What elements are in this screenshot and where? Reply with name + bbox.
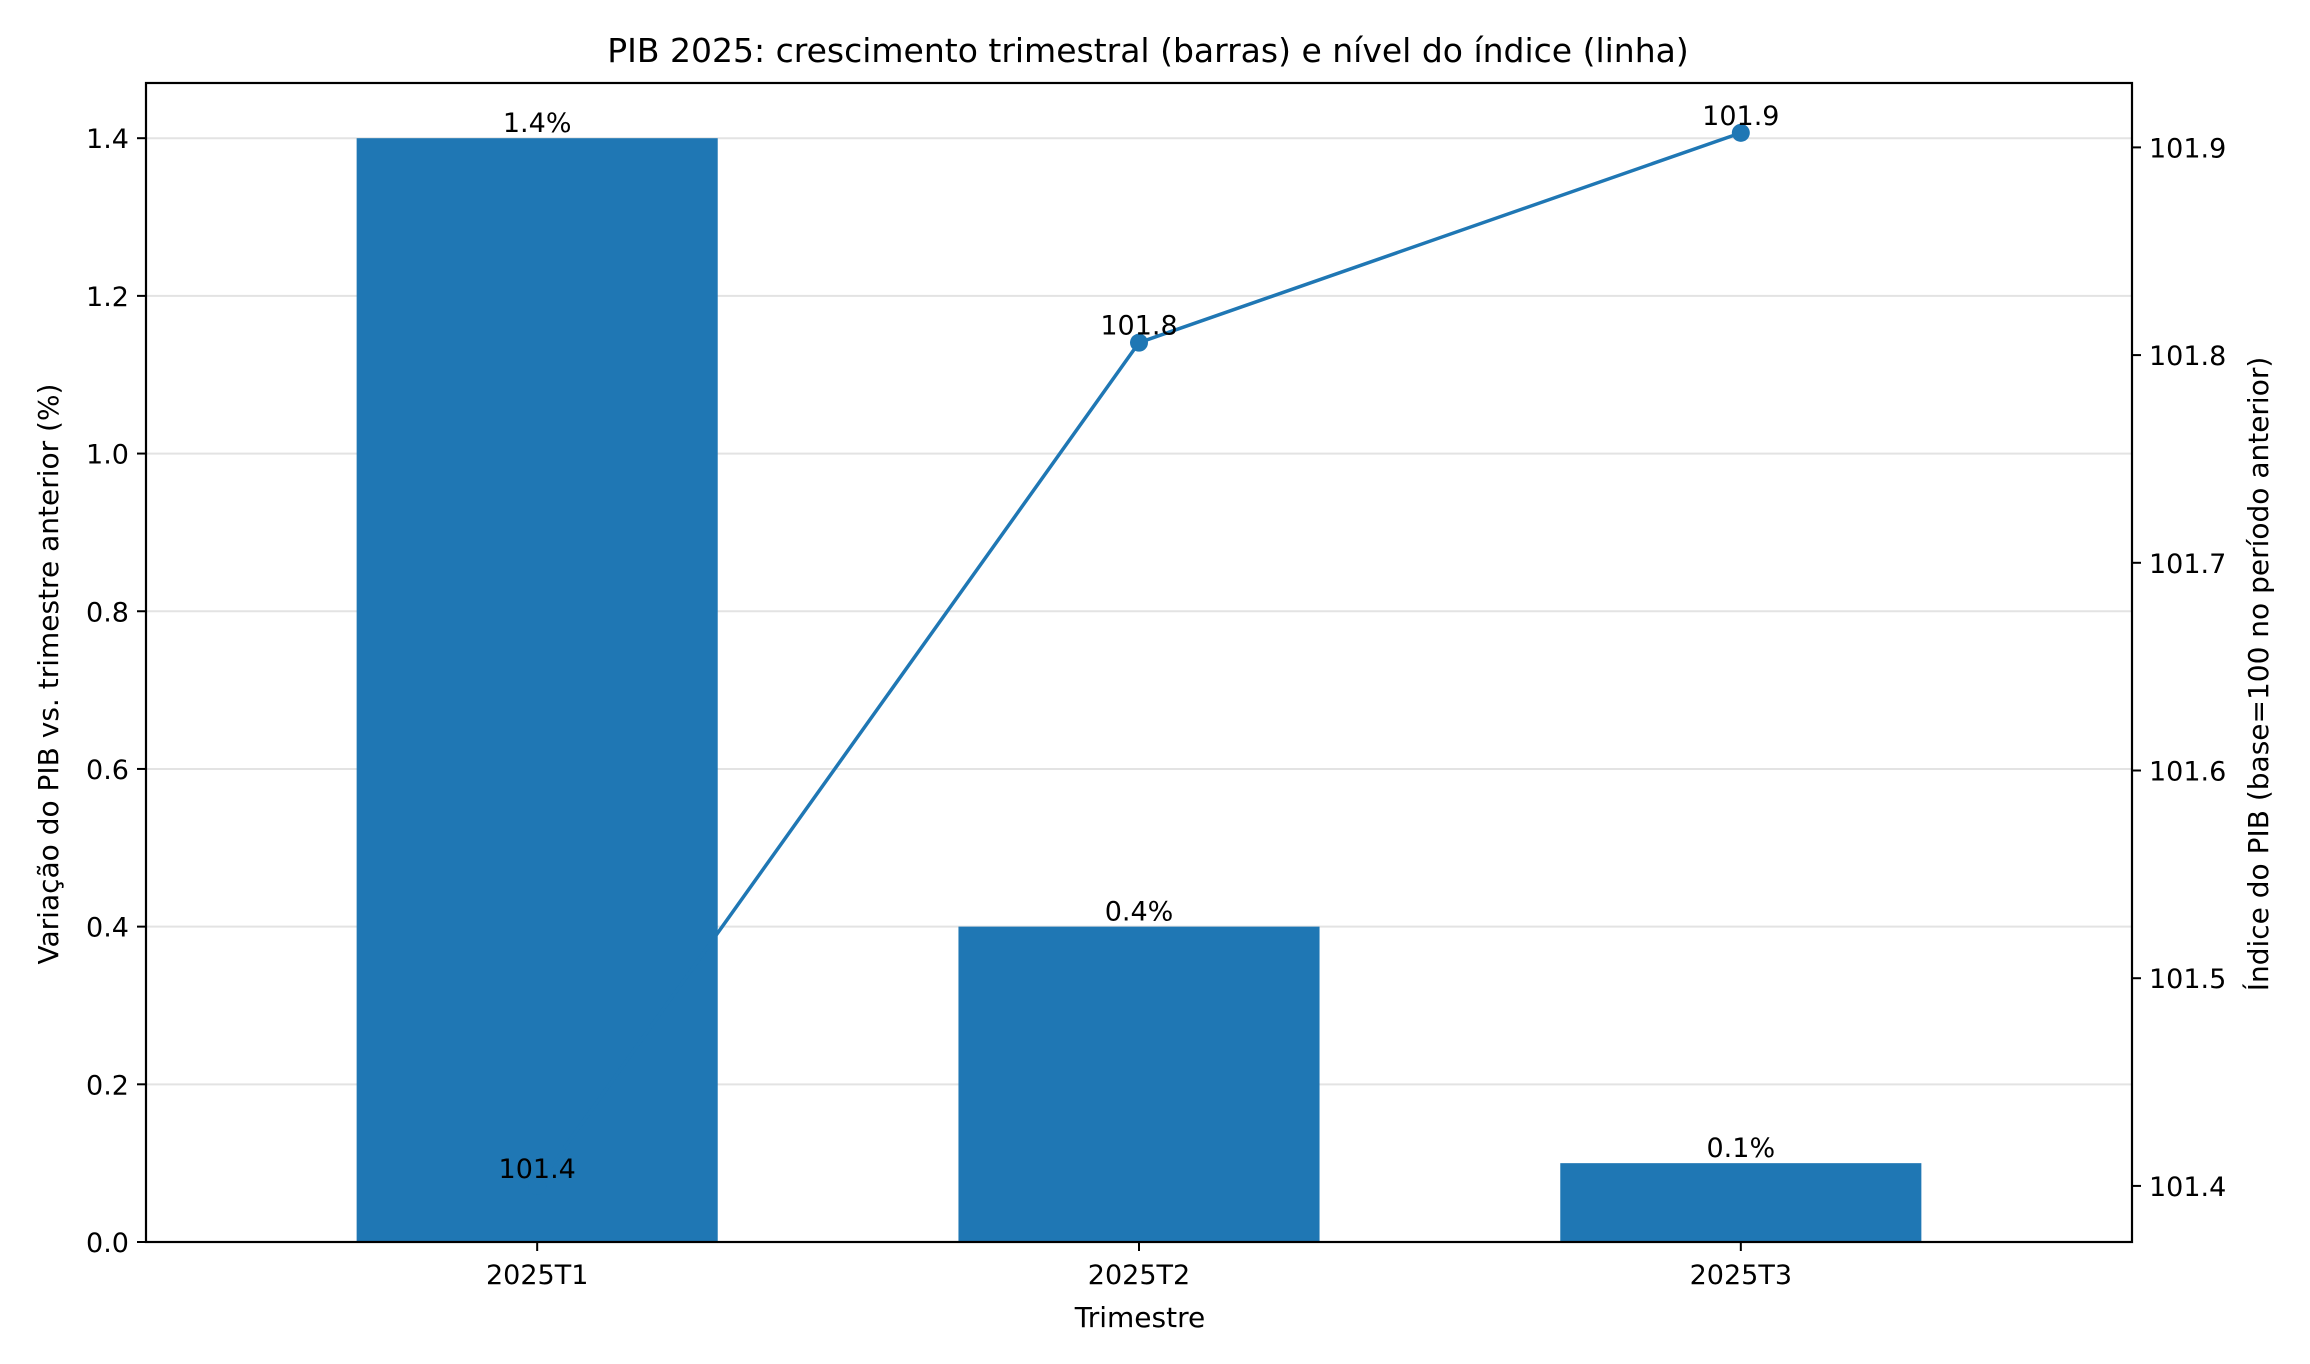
y2-tick-label: 101.5 — [2149, 964, 2226, 995]
y-axis-left: 0.0 0.2 0.4 0.6 0.8 1.0 1.2 1.4 — [86, 124, 146, 1259]
bar — [1560, 1163, 1922, 1242]
line-point — [1130, 333, 1148, 352]
y-tick-label: 0.6 — [86, 755, 129, 786]
y-tick-label: 0.0 — [86, 1228, 129, 1259]
y-axis-right: 101.4 101.5 101.6 101.7 101.8 101.9 — [2132, 133, 2226, 1203]
bar — [356, 138, 718, 1243]
data-labels: 1.4% 0.4% 0.1% 101.4 101.8 101.9 — [499, 101, 1780, 1185]
bar-value-label: 0.1% — [1707, 1133, 1776, 1164]
y-tick-label: 1.0 — [86, 440, 129, 471]
line-series — [528, 123, 1750, 1195]
line-point — [528, 1176, 547, 1195]
bar-series — [356, 138, 1922, 1243]
x-tick-label: 2025T3 — [1690, 1260, 1792, 1291]
x-axis: 2025T1 2025T2 2025T3 — [486, 1242, 1792, 1291]
line-point — [1731, 123, 1750, 142]
line-value-label: 101.4 — [499, 1154, 576, 1185]
y-axis-left-label: Variação do PIB vs. trimestre anterior (… — [32, 384, 65, 965]
y-axis-right-label: Índice do PIB (base=100 no período anter… — [2241, 357, 2275, 992]
y2-tick-label: 101.8 — [2149, 341, 2226, 372]
bar — [958, 926, 1320, 1242]
y-tick-label: 1.2 — [86, 282, 129, 313]
y2-tick-label: 101.9 — [2149, 133, 2226, 164]
y2-tick-label: 101.4 — [2149, 1172, 2226, 1203]
bar-value-label: 1.4% — [503, 108, 572, 139]
y-tick-label: 0.8 — [86, 597, 129, 628]
line-value-label: 101.8 — [1100, 311, 1177, 342]
bar-value-label: 0.4% — [1105, 897, 1174, 928]
y-tick-label: 0.4 — [86, 913, 129, 944]
x-tick-label: 2025T2 — [1088, 1260, 1190, 1291]
y-tick-label: 1.4 — [86, 124, 129, 155]
y-tick-label: 0.2 — [86, 1070, 129, 1101]
x-axis-label: Trimestre — [1074, 1301, 1205, 1334]
chart-title: PIB 2025: crescimento trimestral (barras… — [607, 31, 1688, 70]
y2-tick-label: 101.6 — [2149, 757, 2226, 788]
x-tick-label: 2025T1 — [486, 1260, 588, 1291]
y2-tick-label: 101.7 — [2149, 549, 2226, 580]
line-value-label: 101.9 — [1702, 101, 1779, 132]
